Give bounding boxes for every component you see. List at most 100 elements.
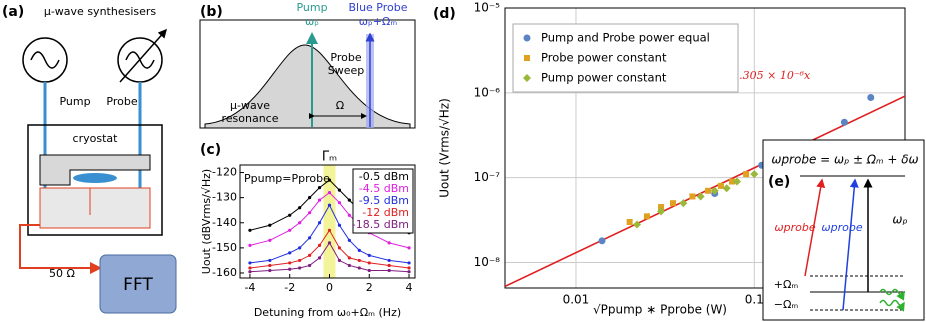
panel-a: (a) μ-wave synthesisers Pump Probe cryos… [2, 4, 177, 314]
data-point [347, 256, 351, 260]
label: Probe [330, 51, 361, 64]
legend-box [352, 168, 414, 234]
annotation: Ppump=Pprobe [244, 172, 330, 185]
x-axis-label: √Ppump ∗ Pprobe (W) [593, 303, 727, 317]
data-point [298, 266, 302, 270]
label: Pump [59, 95, 90, 108]
data-point [288, 228, 292, 232]
data-point [750, 170, 759, 179]
y-axis-label: Uout (Vrms/√Hz) [438, 98, 452, 198]
y-tick-label: 10⁻⁷ [474, 170, 501, 184]
data-point [717, 182, 724, 189]
data-point [658, 204, 665, 211]
data-point [248, 243, 252, 247]
data-point [696, 192, 705, 201]
data-point [867, 94, 875, 102]
data-point [317, 186, 322, 190]
data-point [626, 218, 633, 225]
cavity-bottom [39, 187, 151, 229]
data-point [598, 237, 606, 245]
y-tick-label: -150 [212, 241, 237, 254]
data-point [337, 246, 342, 250]
data-point [308, 211, 312, 215]
data-point [288, 251, 292, 255]
y-tick-label: 10⁻⁶ [474, 85, 501, 99]
cryostat [27, 124, 163, 236]
legend-entry: Pump power constant [541, 71, 667, 85]
resonance-curve [204, 44, 411, 129]
data-point [347, 238, 351, 242]
data-point [317, 198, 322, 202]
plot-frame [239, 164, 416, 279]
data-point [327, 203, 332, 207]
data-point [729, 178, 736, 185]
x-tick-label: 0.1 [745, 293, 764, 307]
label: cryostat [73, 132, 119, 145]
label: resonance [221, 112, 278, 125]
data-point [347, 213, 351, 217]
legend-entry: -12 dBm [362, 206, 409, 219]
data-point [248, 266, 252, 270]
label: Blue Probe [348, 1, 407, 14]
wave [879, 299, 905, 312]
output-cable [19, 224, 102, 274]
y-tick-label: -120 [212, 166, 237, 179]
wave [879, 288, 905, 301]
data-point [288, 213, 292, 217]
panel-label: (b) [200, 4, 223, 20]
tunable-arrow [119, 28, 167, 83]
x-tick-label: -2 [284, 281, 295, 294]
data-point [679, 199, 688, 208]
data-point [367, 268, 371, 273]
resonator [73, 173, 117, 183]
legend-entry: -18.5 dBm [352, 218, 409, 231]
panel-label: (d) [433, 6, 456, 22]
equation: ωprobe = ωₚ ± Ωₘ + δω [771, 153, 918, 167]
data-point [357, 248, 361, 252]
data-point [308, 236, 312, 240]
label: Ω [336, 99, 344, 112]
arrow [804, 178, 826, 277]
legend-entry: Probe power constant [541, 51, 667, 65]
y-tick-label: 10⁻⁸ [474, 255, 501, 269]
data-point [288, 261, 292, 265]
data-point [268, 258, 272, 263]
data-point [407, 266, 411, 270]
label: 50 Ω [49, 267, 75, 280]
data-point [347, 198, 351, 202]
data-point [268, 268, 272, 273]
x-tick-label: 2 [366, 281, 373, 294]
data-point [288, 267, 292, 271]
annotation: Γₘ [322, 150, 337, 165]
data-point [657, 207, 666, 216]
legend-entry: -0.5 dBm [359, 170, 409, 183]
label: ωₚ+Ωₘ [359, 15, 398, 28]
data-point [743, 171, 750, 178]
data-point [327, 178, 332, 182]
data-point [722, 184, 731, 193]
data-point [248, 270, 252, 274]
legend-entry: -9.5 dBm [359, 194, 409, 207]
data-point [643, 213, 650, 220]
label: μ-wave [230, 99, 270, 112]
data-point [248, 228, 252, 232]
y-tick-label: 10⁻⁵ [474, 1, 501, 15]
legend-entry: Pump and Probe power equal [541, 31, 710, 45]
data-point [633, 220, 642, 229]
x-axis-label: Detuning from ω₀+Ωₘ (Hz) [254, 306, 401, 319]
label: ωprobe [774, 221, 815, 234]
data-point [268, 263, 272, 268]
label: Probe [106, 95, 137, 108]
label: FFT [123, 275, 153, 295]
data-point [407, 270, 411, 274]
data-point [387, 258, 391, 263]
data-point [524, 55, 530, 61]
arrow [842, 178, 859, 311]
data-point [669, 200, 676, 207]
label: −Ωₘ [774, 298, 799, 311]
data-point [710, 186, 719, 195]
data-point [407, 261, 411, 265]
cavity [39, 154, 151, 186]
data-point [357, 258, 361, 263]
data-point [387, 241, 391, 245]
